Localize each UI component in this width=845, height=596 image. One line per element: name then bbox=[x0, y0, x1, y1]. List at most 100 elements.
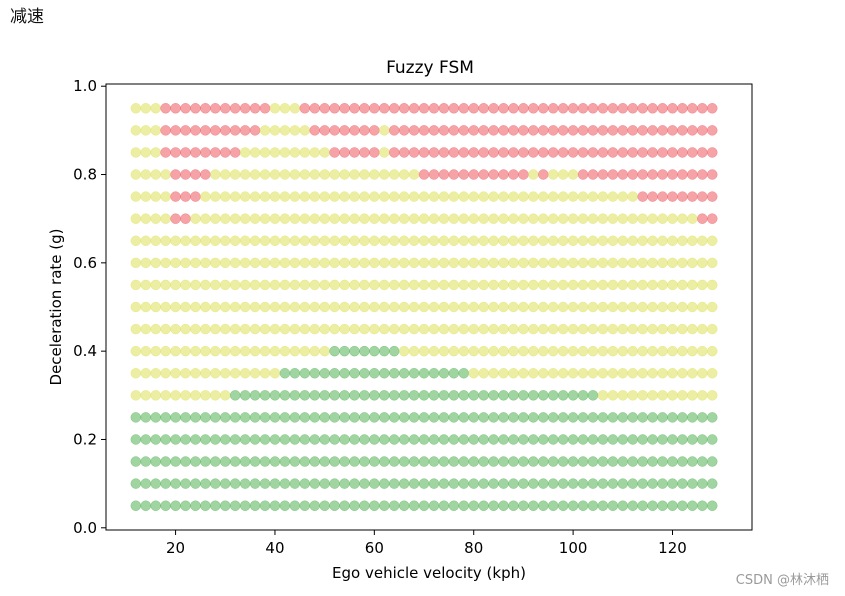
data-point bbox=[180, 500, 191, 511]
data-point bbox=[329, 345, 340, 357]
data-point bbox=[707, 456, 718, 467]
data-point bbox=[587, 434, 599, 445]
data-point bbox=[508, 103, 519, 114]
data-point bbox=[697, 323, 708, 335]
data-point bbox=[279, 125, 291, 136]
data-point bbox=[677, 345, 688, 357]
data-point bbox=[667, 456, 678, 467]
data-point bbox=[170, 323, 181, 335]
data-point bbox=[677, 279, 688, 291]
data-point bbox=[518, 191, 529, 202]
data-point bbox=[567, 257, 579, 269]
data-point bbox=[180, 301, 191, 313]
data-point bbox=[567, 147, 579, 158]
data-point bbox=[627, 301, 638, 313]
data-point bbox=[319, 169, 330, 180]
data-point bbox=[518, 390, 529, 401]
data-point bbox=[687, 434, 698, 445]
data-point bbox=[418, 367, 430, 379]
data-point bbox=[269, 213, 281, 224]
data-point bbox=[220, 147, 231, 158]
data-point bbox=[239, 301, 251, 313]
data-point bbox=[319, 147, 330, 158]
y-axis-label: Deceleration rate (g) bbox=[47, 229, 65, 386]
data-point bbox=[687, 500, 698, 511]
data-point bbox=[707, 235, 718, 247]
data-point bbox=[478, 412, 489, 423]
data-point bbox=[458, 412, 470, 423]
data-point bbox=[607, 103, 619, 114]
data-point bbox=[488, 257, 499, 269]
data-point bbox=[587, 103, 599, 114]
data-point bbox=[498, 367, 509, 379]
data-point bbox=[339, 434, 350, 445]
data-point bbox=[249, 257, 261, 269]
data-point bbox=[448, 279, 460, 291]
data-point bbox=[309, 279, 320, 291]
data-point bbox=[369, 125, 380, 136]
data-point bbox=[627, 213, 638, 224]
data-point bbox=[210, 147, 221, 158]
data-point bbox=[289, 147, 301, 158]
data-point bbox=[597, 213, 609, 224]
data-point bbox=[190, 191, 201, 202]
data-point bbox=[677, 147, 688, 158]
data-point bbox=[508, 456, 519, 467]
data-point bbox=[299, 301, 311, 313]
data-point bbox=[538, 301, 549, 313]
data-point bbox=[418, 456, 430, 467]
data-point bbox=[488, 345, 499, 357]
data-point bbox=[269, 279, 281, 291]
data-point bbox=[309, 367, 320, 379]
data-point bbox=[359, 390, 370, 401]
data-point bbox=[707, 478, 718, 489]
x-tick-label: 60 bbox=[365, 539, 384, 557]
data-point bbox=[697, 103, 708, 114]
data-point bbox=[249, 279, 261, 291]
data-point bbox=[567, 301, 579, 313]
data-point bbox=[707, 500, 718, 511]
data-point bbox=[180, 257, 191, 269]
data-point bbox=[617, 147, 629, 158]
data-point bbox=[239, 125, 251, 136]
data-point bbox=[408, 169, 420, 180]
data-point bbox=[657, 500, 668, 511]
data-point bbox=[697, 412, 708, 423]
data-point bbox=[379, 500, 390, 511]
data-point bbox=[388, 147, 400, 158]
data-point bbox=[577, 456, 589, 467]
data-point bbox=[468, 103, 479, 114]
data-point bbox=[468, 323, 479, 335]
data-point bbox=[150, 390, 161, 401]
data-point bbox=[388, 434, 400, 445]
data-point bbox=[359, 412, 370, 423]
data-point bbox=[448, 191, 460, 202]
data-point bbox=[538, 213, 549, 224]
data-point bbox=[418, 125, 430, 136]
data-point bbox=[538, 367, 549, 379]
data-point bbox=[309, 191, 320, 202]
data-point bbox=[498, 213, 509, 224]
data-point bbox=[607, 456, 619, 467]
data-point bbox=[707, 412, 718, 423]
data-point bbox=[190, 456, 201, 467]
data-point bbox=[577, 478, 589, 489]
y-tick-label: 0.4 bbox=[73, 342, 97, 360]
data-point bbox=[617, 345, 629, 357]
data-point bbox=[617, 169, 629, 180]
data-point bbox=[707, 367, 718, 379]
data-point bbox=[210, 103, 221, 114]
data-point bbox=[508, 478, 519, 489]
data-point bbox=[220, 301, 231, 313]
data-point bbox=[657, 125, 668, 136]
data-point bbox=[667, 390, 678, 401]
data-point bbox=[359, 213, 370, 224]
data-point bbox=[259, 257, 271, 269]
data-point bbox=[438, 500, 450, 511]
data-point bbox=[687, 213, 698, 224]
data-point bbox=[687, 169, 698, 180]
data-point bbox=[349, 412, 360, 423]
data-point bbox=[577, 257, 589, 269]
data-point bbox=[627, 125, 638, 136]
data-point bbox=[528, 147, 539, 158]
